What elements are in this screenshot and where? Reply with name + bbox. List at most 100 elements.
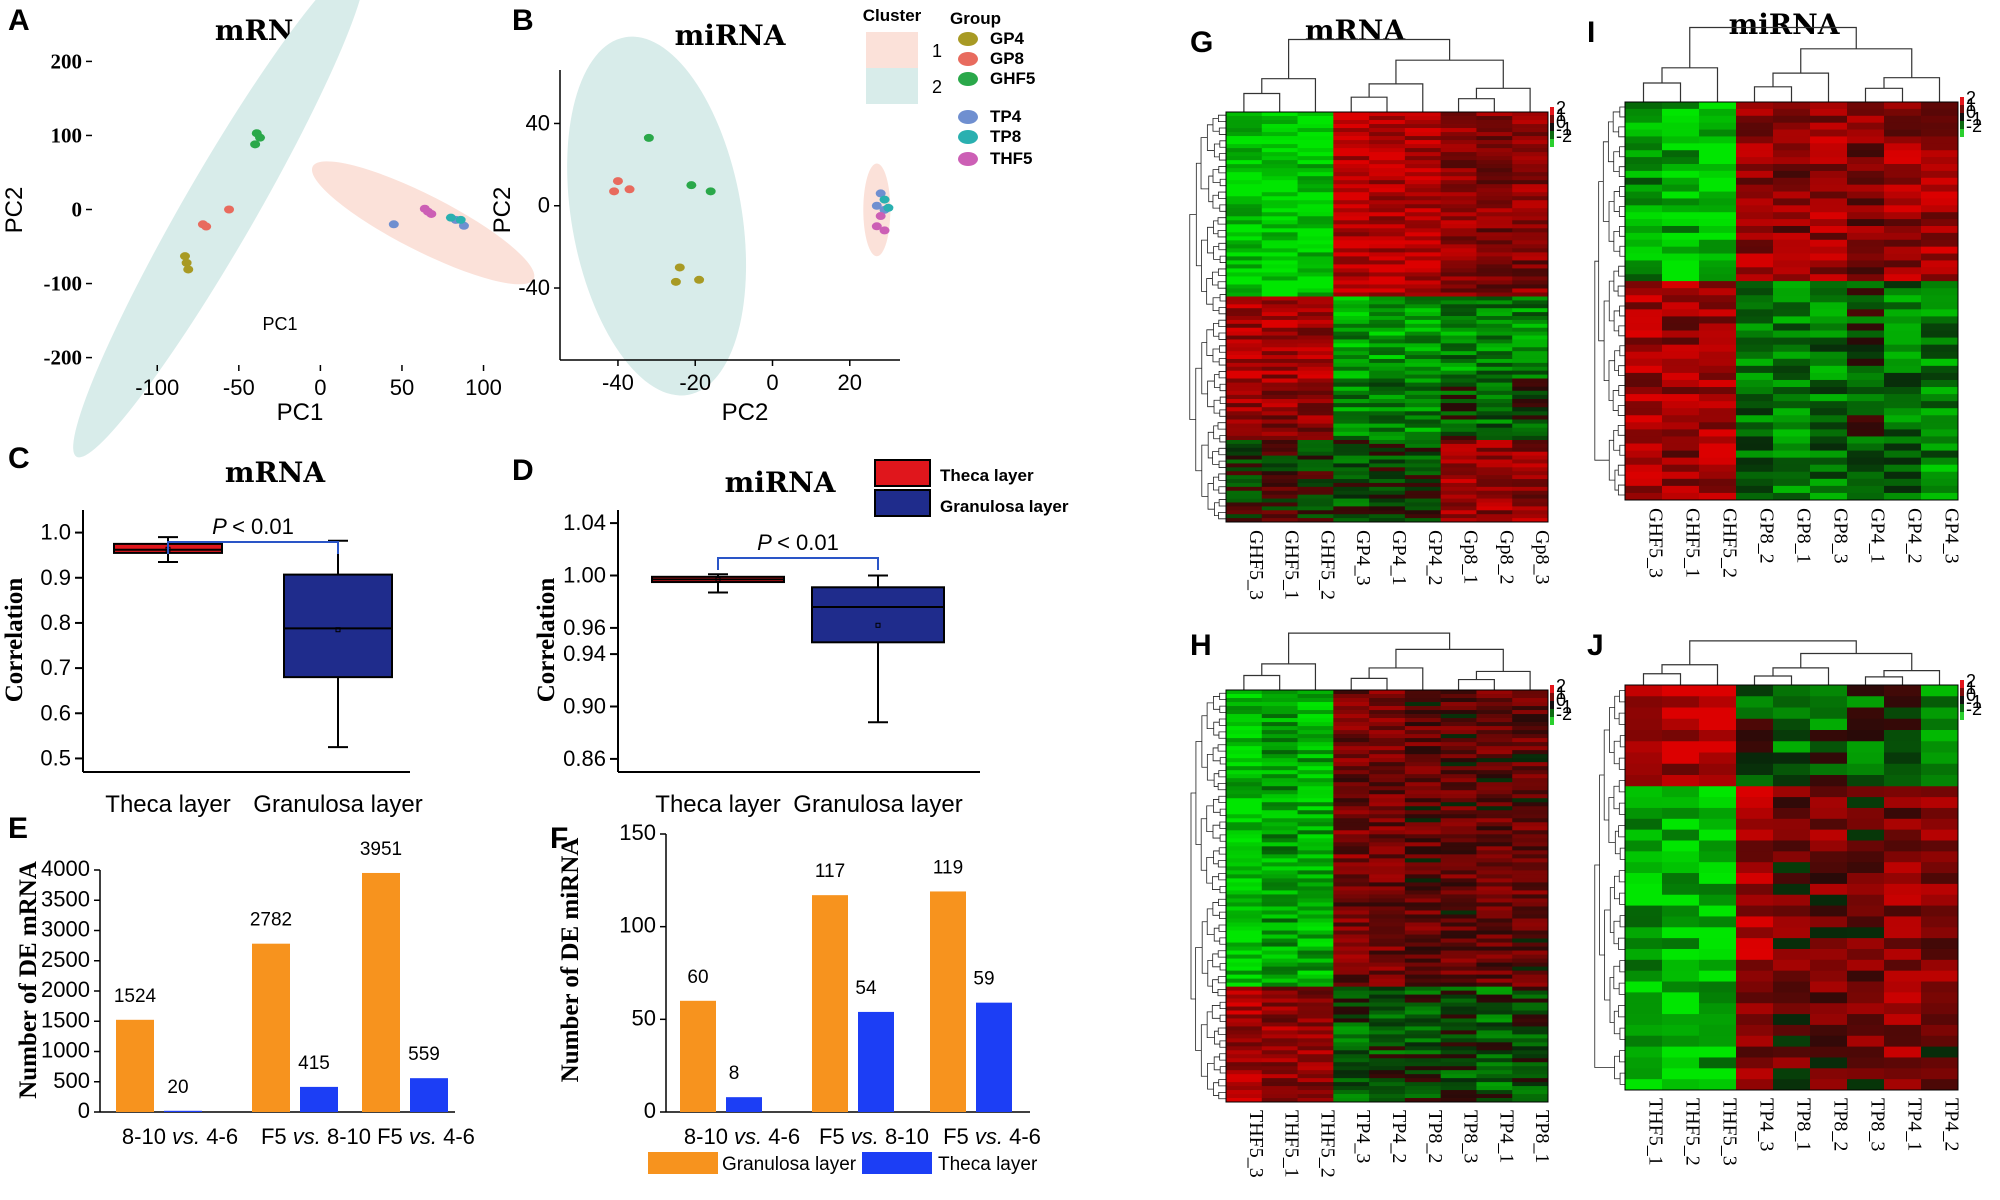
heatmap-cell: [1512, 830, 1549, 835]
heatmap-cell: [1261, 407, 1298, 412]
heatmap-cell: [1369, 1026, 1406, 1031]
heatmap-cell: [1333, 323, 1370, 329]
heatmap-cell: [1369, 850, 1406, 855]
heatmap-cell: [1512, 419, 1549, 424]
heatmap-cell: [1810, 177, 1848, 186]
heatmap-cell: [1476, 938, 1513, 943]
heatmap-cell: [1333, 112, 1370, 117]
dendrogram-branch: [1619, 146, 1625, 158]
heatmap-cell: [1333, 168, 1370, 173]
heatmap-cell: [1476, 316, 1513, 321]
point-ghf5: [705, 187, 716, 196]
dendrogram-branch: [1213, 220, 1219, 235]
heatmap-cell: [1297, 1030, 1334, 1035]
heatmap-cell: [1884, 436, 1922, 444]
heatmap-cell: [1773, 786, 1811, 798]
heatmap-cell: [1699, 829, 1737, 841]
heatmap-cell: [1847, 851, 1885, 863]
pca-plot-b: miRNA-40 -20 0 20400-40PC2PC2Cluster12Group…: [489, 6, 1035, 426]
heatmap-cell: [1512, 946, 1549, 951]
column-label: GHF5_1: [1682, 508, 1704, 578]
heatmap-cell: [1476, 886, 1513, 891]
heatmap-cell: [1333, 447, 1370, 453]
heatmap-cell: [1476, 382, 1513, 388]
heatmap-cell: [1261, 386, 1298, 392]
heatmap-cell: [1404, 370, 1442, 375]
heatmap-cell: [1662, 225, 1700, 234]
heatmap-cell: [1699, 741, 1737, 753]
heatmap-cell: [1297, 862, 1334, 867]
heatmap-cell: [1662, 992, 1700, 1004]
x-tick-label: -40: [602, 370, 634, 395]
dendrogram-branch: [1618, 802, 1625, 815]
dendrogram-branch: [1608, 201, 1615, 242]
heatmap-cell: [1625, 136, 1663, 144]
heatmap-cell: [1921, 1068, 1959, 1080]
heatmap-cell: [1404, 351, 1442, 356]
heatmap-cell: [1512, 738, 1549, 743]
heatmap-cell: [1261, 486, 1298, 492]
group-legend-label: TP8: [990, 127, 1021, 146]
heatmap-cell: [1440, 192, 1477, 197]
heatmap-cell: [1297, 471, 1334, 476]
heatmap-cell: [1847, 150, 1885, 158]
heatmap-cell: [1476, 236, 1513, 241]
heatmap-cell: [1261, 882, 1298, 887]
heatmap-cell: [1261, 362, 1298, 368]
heatmap-cell: [1512, 510, 1549, 515]
heatmap-cell: [1476, 362, 1513, 368]
heatmap-cell: [1921, 797, 1959, 809]
heatmap-cell: [1226, 934, 1263, 939]
heatmap-cell: [1297, 826, 1334, 831]
dendrogram-branch: [1603, 300, 1610, 381]
heatmap-cell: [1297, 124, 1334, 129]
dendrogram-branch: [1219, 255, 1226, 263]
heatmap-cell: [1404, 120, 1442, 125]
heatmap-cell: [1512, 822, 1549, 827]
column-label: THF5_3: [1245, 1110, 1267, 1178]
heatmap-cell: [1773, 246, 1811, 254]
heatmap-cell: [1662, 337, 1700, 346]
heatmap-cell: [1226, 280, 1263, 285]
column-label: TP4_1: [1904, 1098, 1926, 1151]
color-scale-tick: 1: [1556, 105, 1566, 125]
dendrogram-branch: [1618, 825, 1625, 838]
heatmap-cell: [1736, 288, 1774, 296]
heatmap-cell: [1440, 886, 1477, 891]
heatmap-cell: [1333, 411, 1370, 416]
heatmap-cell: [1297, 502, 1334, 507]
heatmap-cell: [1333, 319, 1370, 325]
heatmap-cell: [1512, 292, 1549, 297]
heatmap-cell: [1226, 1090, 1263, 1095]
heatmap-cell: [1261, 1082, 1298, 1087]
heatmap-cell: [1512, 518, 1549, 523]
heatmap-cell: [1369, 514, 1406, 519]
heatmap-cell: [1404, 184, 1442, 189]
heatmap-cell: [1699, 401, 1737, 409]
heatmap-cell: [1773, 1024, 1811, 1037]
heatmap-cell: [1261, 304, 1298, 309]
heatmap-cell: [1810, 992, 1848, 1004]
color-scale-tick: 2: [1966, 88, 1976, 108]
heatmap-cell: [1921, 1079, 1959, 1091]
heatmap-cell: [1476, 208, 1513, 213]
heatmap-cell: [1440, 224, 1477, 229]
heatmap-cell: [1884, 246, 1922, 254]
heatmap-cell: [1736, 786, 1774, 798]
dendrogram-branch: [1206, 856, 1214, 884]
heatmap-cell: [1369, 810, 1406, 815]
heatmap-cell: [1512, 1022, 1549, 1027]
dendrogram-branch: [1214, 1030, 1220, 1045]
heatmap-cell: [1736, 219, 1774, 227]
heatmap-cell: [1810, 344, 1848, 353]
heatmap-cell: [1440, 212, 1477, 217]
heatmap-cell: [1476, 722, 1513, 727]
heatmap-cell: [1369, 232, 1406, 237]
heatmap-cell: [1810, 696, 1848, 708]
heatmap-cell: [1847, 948, 1885, 961]
dendrogram-branch: [1218, 770, 1226, 778]
heatmap-cell: [1226, 272, 1263, 277]
heatmap-cell: [1404, 475, 1442, 480]
point-thf5: [426, 209, 437, 218]
heatmap-cell: [1699, 260, 1737, 268]
